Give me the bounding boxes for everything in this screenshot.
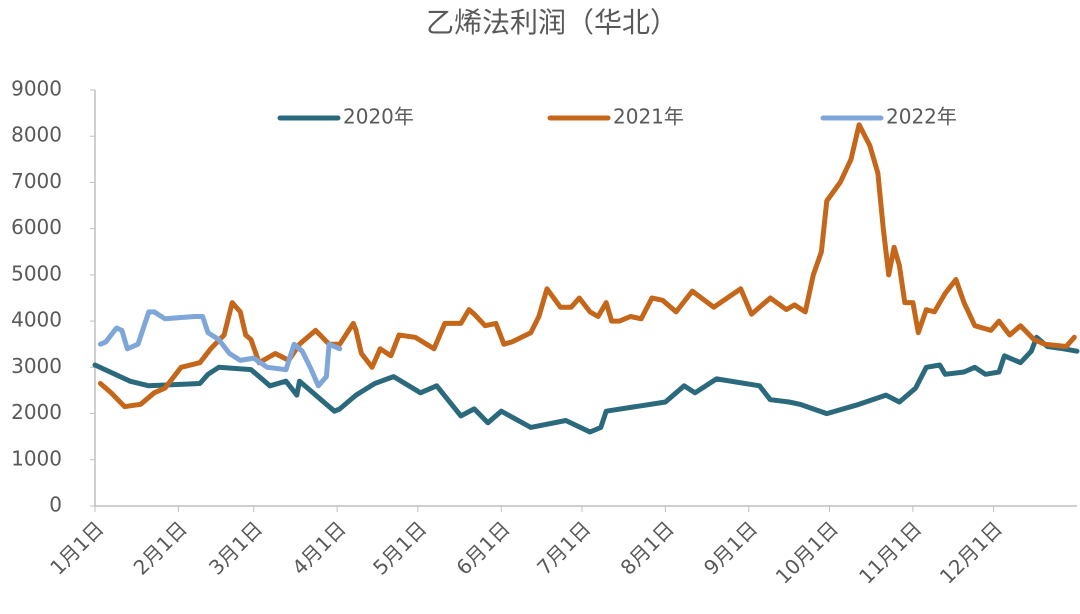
x-tick-label: 9月1日: [699, 516, 762, 579]
series-line: [92, 334, 1080, 435]
x-tick-label: 12月1日: [935, 516, 1007, 588]
y-tick-label: 3000: [11, 354, 62, 378]
y-tick-label: 2000: [11, 400, 62, 424]
y-tick-label: 6000: [11, 215, 62, 239]
legend-label: 2022年: [886, 105, 957, 129]
series-line: [97, 122, 1077, 410]
legend-label: 2020年: [343, 105, 414, 129]
x-tick-label: 5月1日: [368, 516, 431, 579]
series-line: [97, 309, 343, 389]
x-tick-label: 1月1日: [45, 516, 108, 579]
x-tick-label: 3月1日: [204, 516, 267, 579]
y-tick-label: 4000: [11, 308, 62, 332]
y-tick-label: 5000: [11, 261, 62, 285]
x-tick-label: 6月1日: [451, 516, 514, 579]
y-tick-label: 9000: [11, 77, 62, 101]
y-tick-label: 7000: [11, 169, 62, 193]
x-tick-label: 11月1日: [854, 516, 926, 588]
x-tick-label: 7月1日: [532, 516, 595, 579]
y-tick-label: 1000: [11, 446, 62, 470]
x-tick-label: 4月1日: [287, 516, 350, 579]
legend-label: 2021年: [613, 105, 684, 129]
y-tick-label: 8000: [11, 123, 62, 147]
chart-title: 乙烯法利润（华北）: [426, 6, 678, 39]
x-tick-label: 8月1日: [616, 516, 679, 579]
x-tick-label: 10月1日: [771, 516, 843, 588]
x-tick-label: 2月1日: [129, 516, 192, 579]
y-tick-label: 0: [49, 493, 62, 517]
